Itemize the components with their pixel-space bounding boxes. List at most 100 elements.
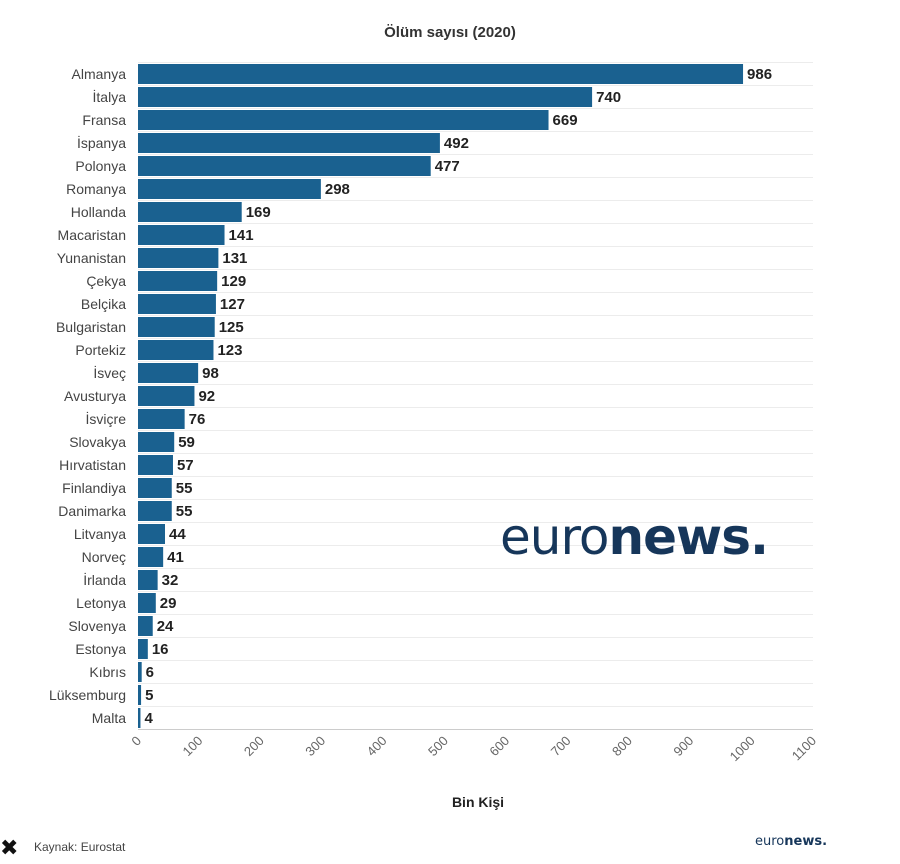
- bar[interactable]: [138, 179, 321, 199]
- bar[interactable]: [138, 478, 172, 498]
- bar[interactable]: [138, 432, 175, 452]
- x-tick-label: 400: [364, 733, 390, 759]
- category-label: Slovakya: [69, 434, 126, 450]
- grid-lines: [138, 62, 813, 730]
- bar[interactable]: [138, 570, 158, 590]
- value-label: 57: [177, 457, 194, 474]
- source-note: Kaynak: Eurostat: [34, 840, 126, 854]
- value-label: 32: [162, 572, 179, 589]
- category-label: Bulgaristan: [56, 319, 126, 335]
- category-label: İrlanda: [83, 571, 126, 588]
- footer-logo[interactable]: euronews.: [755, 834, 827, 849]
- bar[interactable]: [138, 156, 431, 176]
- bar[interactable]: [138, 294, 216, 314]
- category-label: Lüksemburg: [49, 687, 126, 703]
- bar[interactable]: [138, 271, 218, 291]
- category-label: Romanya: [66, 181, 126, 197]
- footer-logo-part2: news.: [784, 834, 828, 849]
- value-label: 127: [220, 296, 245, 313]
- x-tick-label: 600: [486, 733, 512, 759]
- value-label: 59: [178, 434, 195, 451]
- bar[interactable]: [138, 455, 173, 475]
- close-icon[interactable]: ✖: [0, 835, 19, 860]
- value-label: 41: [167, 549, 184, 566]
- value-label: 492: [444, 135, 469, 152]
- bar[interactable]: [138, 593, 156, 613]
- value-labels: 9867406694924772981691411311291271251239…: [144, 66, 772, 727]
- x-tick-label: 500: [425, 733, 451, 759]
- bar[interactable]: [138, 248, 219, 268]
- value-label: 169: [246, 204, 271, 221]
- category-label: Yunanistan: [57, 250, 126, 266]
- value-label: 141: [229, 227, 254, 244]
- chart-title: Ölüm sayısı (2020): [384, 24, 516, 41]
- bar[interactable]: [138, 708, 141, 728]
- bar[interactable]: [138, 616, 153, 636]
- x-tick-label: 800: [609, 733, 635, 759]
- category-label: Portekiz: [75, 342, 126, 358]
- x-tick-label: 100: [180, 733, 206, 759]
- bar[interactable]: [138, 202, 242, 222]
- bar[interactable]: [138, 386, 195, 406]
- x-tick-label: 700: [548, 733, 574, 759]
- footer-logo-part1: euro: [755, 834, 785, 849]
- value-label: 4: [144, 710, 153, 727]
- value-label: 131: [222, 250, 247, 267]
- category-label: Hırvatistan: [59, 457, 126, 473]
- category-label: Çekya: [86, 273, 126, 289]
- value-label: 129: [221, 273, 246, 290]
- value-label: 24: [157, 618, 174, 635]
- category-label: İspanya: [77, 134, 126, 151]
- x-tick-label: 200: [241, 733, 267, 759]
- x-tick-label: 1100: [789, 733, 819, 763]
- bar[interactable]: [138, 363, 199, 383]
- x-axis-label: Bin Kişi: [451, 794, 505, 810]
- category-label: Fransa: [82, 112, 126, 128]
- category-label: Estonya: [75, 641, 126, 657]
- euronews-watermark: euronews.: [500, 512, 769, 562]
- bar[interactable]: [138, 501, 172, 521]
- category-label: Litvanya: [74, 526, 126, 542]
- value-label: 123: [217, 342, 242, 359]
- category-label: Kıbrıs: [89, 664, 126, 680]
- category-label: Macaristan: [58, 227, 126, 243]
- category-label: Avusturya: [64, 388, 126, 404]
- value-label: 6: [146, 664, 154, 681]
- bar[interactable]: [138, 133, 440, 153]
- bar[interactable]: [138, 524, 165, 544]
- bar[interactable]: [138, 317, 215, 337]
- bar[interactable]: [138, 639, 148, 659]
- category-label: Belçika: [81, 296, 126, 312]
- bar[interactable]: [138, 685, 142, 705]
- category-label: Finlandiya: [62, 480, 126, 496]
- bar[interactable]: [138, 662, 142, 682]
- category-label: Slovenya: [68, 618, 126, 634]
- value-label: 669: [553, 112, 578, 129]
- x-tick-label: 1000: [727, 733, 758, 764]
- watermark-part2: news.: [608, 508, 769, 566]
- value-label: 125: [219, 319, 244, 336]
- category-label: Polonya: [75, 158, 126, 174]
- bar[interactable]: [138, 340, 214, 360]
- value-label: 986: [747, 66, 772, 83]
- value-label: 477: [435, 158, 460, 175]
- bar[interactable]: [138, 87, 593, 107]
- value-label: 98: [202, 365, 219, 382]
- bar[interactable]: [138, 110, 549, 130]
- value-label: 44: [169, 526, 186, 543]
- value-label: 55: [176, 503, 193, 520]
- value-label: 55: [176, 480, 193, 497]
- category-label: İsveç: [93, 364, 126, 381]
- bar[interactable]: [138, 547, 164, 567]
- watermark-part1: euro: [500, 508, 609, 566]
- value-label: 76: [189, 411, 206, 428]
- category-label: Malta: [92, 710, 126, 726]
- category-label: Almanya: [72, 66, 127, 82]
- bar[interactable]: [138, 225, 225, 245]
- category-label: Letonya: [76, 595, 126, 611]
- x-tick-label: 900: [670, 733, 696, 759]
- category-label: İsviçre: [86, 410, 127, 427]
- bar[interactable]: [138, 409, 185, 429]
- bar[interactable]: [138, 64, 744, 84]
